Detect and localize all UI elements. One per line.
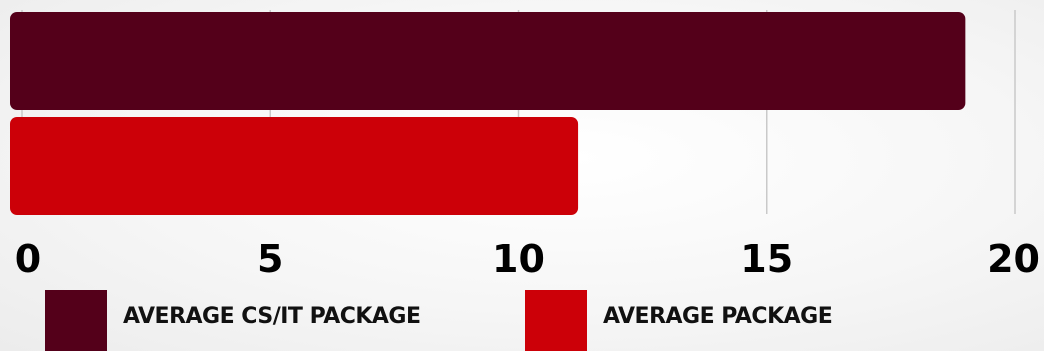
legend-swatch-cs-it (45, 290, 107, 351)
legend: AVERAGE CS/IT PACKAGE AVERAGE PACKAGE (0, 290, 1044, 351)
x-axis-ticks: 0 5 10 15 20 (15, 237, 1040, 281)
x-tick-label-0: 0 (15, 237, 41, 281)
bars (10, 12, 966, 215)
legend-label-average: AVERAGE PACKAGE (603, 304, 833, 329)
bar-1 (10, 117, 579, 215)
legend-swatch-average (525, 290, 587, 351)
bar-0 (10, 12, 966, 110)
x-tick-label-15: 15 (740, 237, 793, 281)
legend-item-average: AVERAGE PACKAGE (525, 290, 833, 351)
legend-label-cs-it: AVERAGE CS/IT PACKAGE (123, 304, 421, 329)
x-tick-label-5: 5 (257, 237, 283, 281)
x-tick-label-10: 10 (492, 237, 545, 281)
x-tick-label-20: 20 (987, 237, 1040, 281)
legend-item-cs-it: AVERAGE CS/IT PACKAGE (45, 290, 421, 351)
